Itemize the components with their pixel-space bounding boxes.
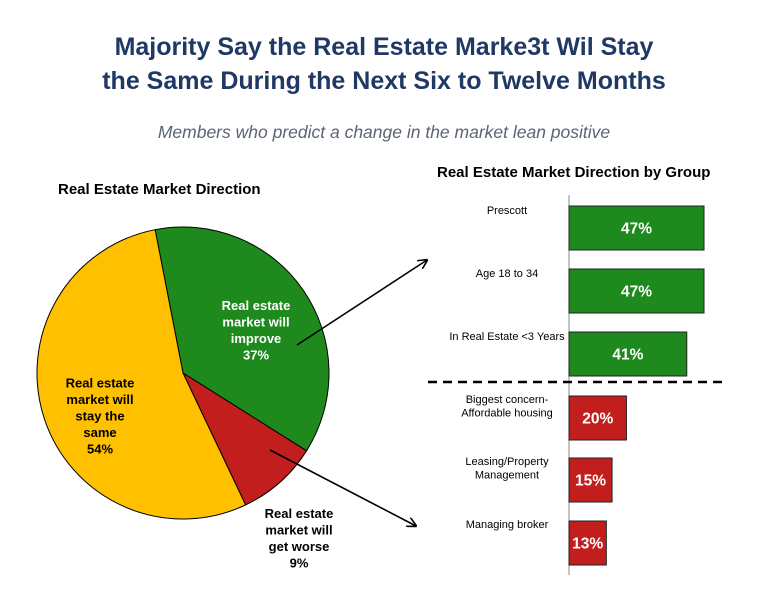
bar-category-label: In Real Estate <3 Years [449, 331, 565, 343]
pie-slice [181, 371, 308, 506]
pie-slice-label: Real estate market will get worse 9% [265, 506, 334, 571]
arrow-to-negative-groups [269, 449, 416, 526]
pie-chart: Real estate market will improve 37% Real est… [36, 226, 334, 571]
bar-category-label: Biggest concern-Affordable housing [461, 394, 553, 420]
bar [568, 457, 613, 503]
bar [568, 268, 705, 314]
bar-chart-title: Real Estate Market Direction by Group [437, 164, 711, 181]
bar-value-label: 20% [582, 411, 613, 428]
arrow-to-positive-groups [296, 260, 427, 346]
callout-arrows [269, 260, 427, 526]
bar-category-label: Age 18 to 34 [476, 268, 538, 280]
subtitle: Members who predict a change in the mark… [157, 122, 611, 142]
title-line-2: the Same During the Next Six to Twelve M… [102, 67, 666, 95]
pie-chart-title: Real Estate Market Direction [58, 181, 261, 198]
bar-value-label: 13% [572, 536, 603, 553]
bar-chart: 47% Prescott 47% Age 18 to 34 41% In Real Est… [428, 195, 726, 575]
page-title: Majority Say the Real Estate Marke3t Wil… [0, 30, 768, 98]
pie-slice-label: Real estate market will improve 37% [222, 298, 291, 363]
bar-value-label: 47% [621, 284, 652, 301]
title-line-1: Majority Say the Real Estate Marke3t Wil… [114, 33, 654, 61]
bar [568, 520, 607, 566]
bar [568, 205, 705, 251]
bar-category-label: Managing broker [466, 519, 549, 531]
bar [568, 331, 688, 377]
pie-slice [36, 229, 247, 520]
bar-value-label: 15% [575, 473, 606, 490]
pie-slice-label: Real estate market will stay the same 54% [66, 376, 135, 457]
bar [568, 395, 627, 441]
pie-slice [154, 226, 330, 452]
bar-category-label: Prescott [487, 205, 527, 217]
bar-category-label: Leasing/Property Management [465, 456, 549, 482]
bar-value-label: 47% [621, 221, 652, 238]
bar-value-label: 41% [612, 347, 643, 364]
